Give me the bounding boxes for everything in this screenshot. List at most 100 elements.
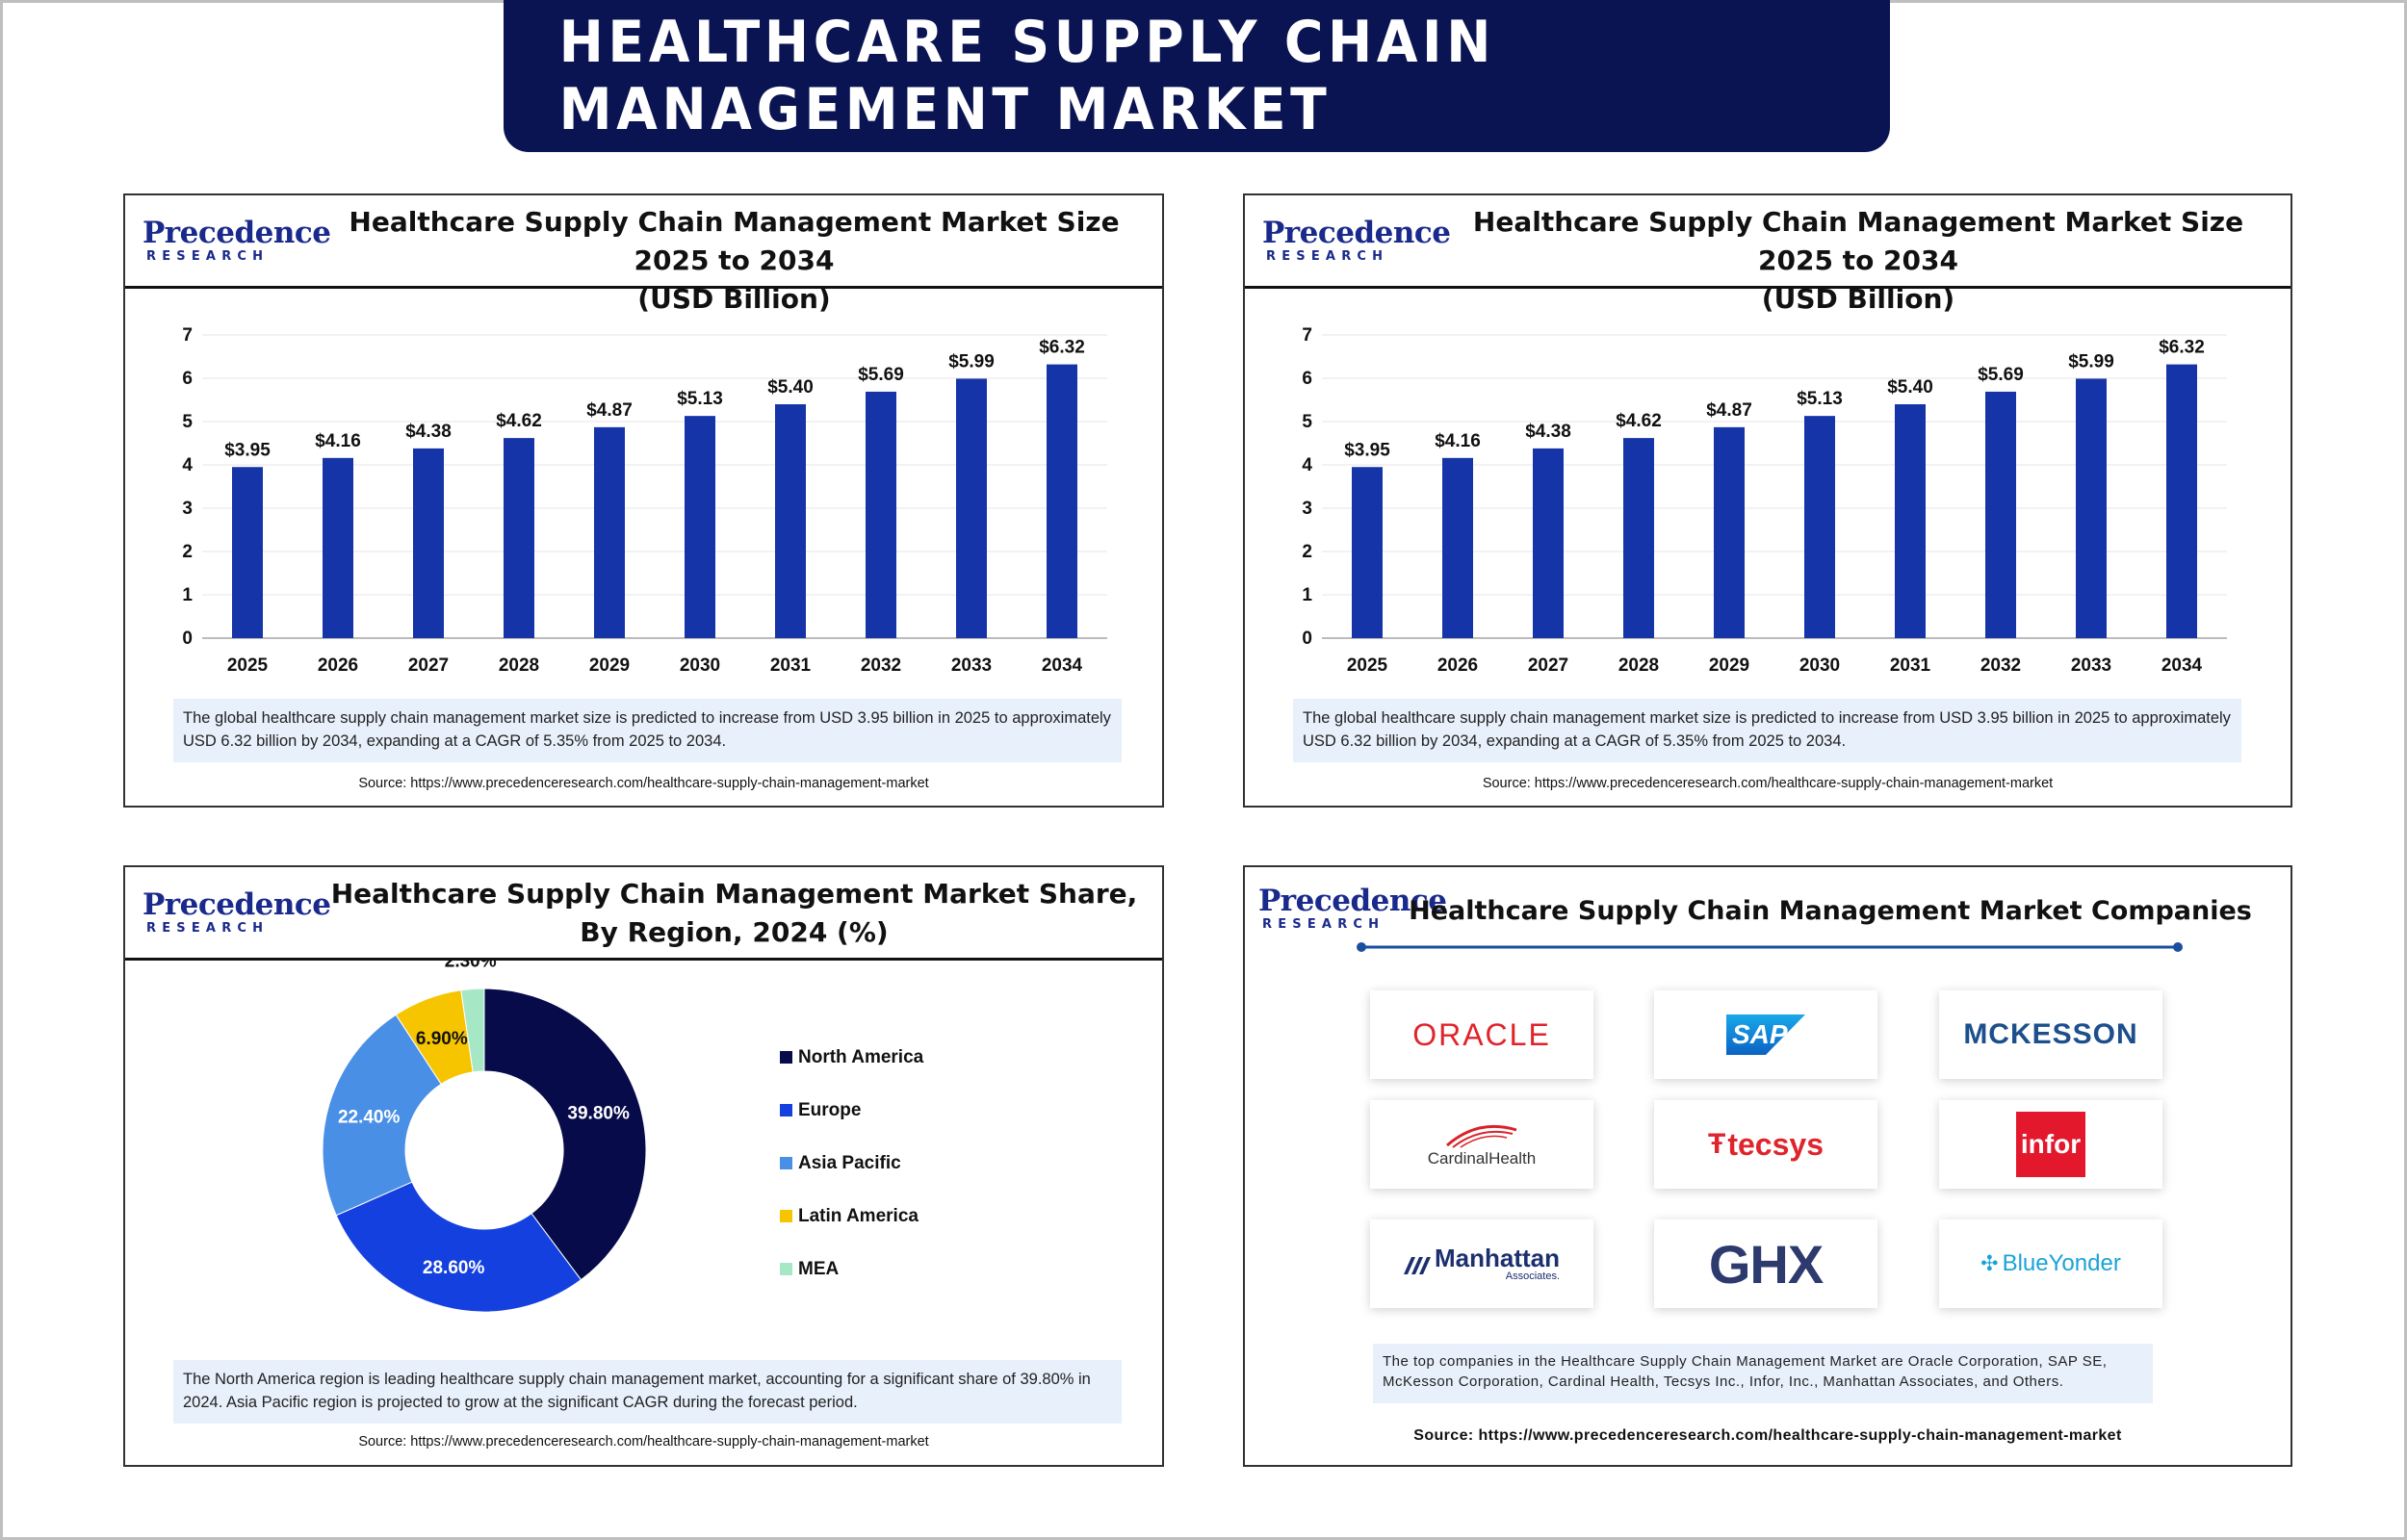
bar-chart-left: 0 1 2 3 4 5 6 7 $3.95 2025 $4.16 2026 $4.38 2027 $4.62… [182,325,1107,676]
legend-item: North America [780,1031,923,1084]
x-tick-label: 2025 [1347,655,1388,676]
legend-label: Europe [798,1099,862,1120]
sap-logo: SAP [1726,1014,1805,1055]
donut-legend: North America Europe Asia Pacific Latin Ame… [780,1031,923,1296]
y-tick-label: 3 [182,499,193,519]
x-tick-label: 2028 [499,655,539,676]
x-tick-label: 2032 [861,655,901,676]
source-citation: Source: https://www.precedenceresearch.c… [358,1434,929,1450]
legend-swatch [780,1263,792,1275]
logo-subtext: RESEARCH [1266,249,1389,264]
mckesson-logo-card: MCKESSON [1939,990,2162,1079]
title-banner: HEALTHCARE SUPPLY CHAIN MANAGEMENT MARKE… [504,0,1890,152]
bar-value-label: $5.13 [1797,389,1843,409]
bar-value-label: $5.99 [2068,351,2114,372]
donut-slice-mea [460,988,485,1073]
infor-logo-card: infor [1939,1100,2162,1189]
y-tick-label: 4 [1302,455,1312,475]
bar-2028 [504,438,534,638]
x-tick-label: 2031 [1890,655,1931,676]
bar-2032 [1985,391,2016,638]
bar-value-label: $4.62 [1616,411,1662,431]
precedence-research-logo: Precedence RESEARCH [142,216,331,274]
bar-value-label: $5.99 [948,351,995,372]
legend-label: Asia Pacific [798,1152,901,1173]
bar-value-label: $4.87 [1706,400,1752,421]
y-tick-label: 2 [1302,542,1312,562]
donut-value-label: 28.60% [423,1258,485,1278]
y-tick-label: 6 [1302,369,1312,389]
companies-title: Healthcare Supply Chain Management Marke… [1409,896,2252,926]
y-tick-label: 2 [182,542,193,562]
sap-logo-card: SAP [1654,990,1877,1079]
blue-yonder-logo: ✣ BlueYonder [1980,1250,2121,1276]
x-tick-label: 2027 [408,655,449,676]
y-tick-label: 7 [182,325,193,346]
x-tick-label: 2025 [227,655,269,676]
tecsys-logo-card: Ŧ tecsys [1654,1100,1877,1189]
bar-2026 [323,457,353,638]
title-underline [1357,942,2183,952]
bar-value-label: $4.62 [496,411,542,431]
donut-value-label: 6.90% [416,1029,468,1049]
x-tick-label: 2028 [1618,655,1659,676]
bar-value-label: $3.95 [1344,440,1390,460]
panel-title-line1: Healthcare Supply Chain Management Marke… [330,878,1138,910]
legend-item: Latin America [780,1190,923,1243]
tecsys-icon: Ŧ [1708,1128,1726,1160]
x-tick-label: 2033 [951,655,992,676]
x-tick-label: 2034 [1042,655,1083,676]
donut-slice-north-america [483,988,647,1281]
bar-2025 [1352,467,1383,638]
cardinal-health-logo: CardinalHealth [1428,1120,1536,1168]
logo-subtext: RESEARCH [146,921,270,936]
bar-value-label: $4.38 [405,422,452,442]
donut-slice-asia-pacific [322,1014,442,1217]
panel-title: Healthcare Supply Chain Management Marke… [318,203,1151,319]
legend-label: Latin America [798,1205,919,1226]
legend-swatch [780,1210,792,1222]
bar-2031 [775,404,806,638]
panel-header: Precedence RESEARCH Healthcare Supply Ch… [1245,195,2291,315]
y-tick-label: 5 [1302,412,1312,432]
cardinal-health-logo-card: CardinalHealth [1370,1100,1593,1189]
y-tick-label: 3 [1302,499,1312,519]
panel-title-line1: Healthcare Supply Chain Management Marke… [349,206,1120,276]
legend-item: Asia Pacific [780,1137,923,1190]
region-share-panel: Precedence RESEARCH Healthcare Supply Ch… [123,865,1164,1467]
market-size-panel-right: Precedence RESEARCH Healthcare Supply Ch… [1243,193,2292,808]
bar-value-label: $4.38 [1525,422,1571,442]
precedence-research-logo: Precedence RESEARCH [142,887,331,946]
panel-header: Precedence RESEARCH Healthcare Supply Ch… [125,195,1162,315]
panel-title-line1: Healthcare Supply Chain Management Marke… [1472,206,2244,276]
bar-value-label: $3.95 [224,440,271,460]
blue-yonder-logo-card: ✣ BlueYonder [1939,1219,2162,1308]
bar-2028 [1623,438,1654,638]
manhattan-logo: Manhattan Associates. [1404,1245,1560,1282]
x-tick-label: 2033 [2071,655,2111,676]
x-tick-label: 2029 [1709,655,1749,676]
bar-value-label: $5.69 [858,365,904,385]
logo-wordmark: Precedence [142,216,331,250]
bar-value-label: $5.13 [677,389,723,409]
panel-title: Healthcare Supply Chain Management Marke… [1437,203,2279,319]
bar-2034 [2166,364,2197,638]
companies-panel: Precedence RESEARCH Healthcare Supply Ch… [1243,865,2292,1467]
blue-yonder-icon: ✣ [1980,1251,1999,1275]
y-tick-label: 6 [182,369,193,389]
y-tick-label: 1 [1302,585,1312,605]
panel-title-line2: (USD Billion) [637,283,831,315]
x-tick-label: 2030 [1799,655,1840,676]
infor-logo: infor [2016,1112,2085,1177]
logo-subtext: RESEARCH [1262,917,1385,932]
x-tick-label: 2026 [1437,655,1478,676]
precedence-research-logo: Precedence RESEARCH [1262,217,1451,274]
bar-value-label: $6.32 [2159,338,2205,358]
logo-wordmark: Precedence [142,887,331,922]
donut-value-label: 22.40% [338,1107,401,1127]
bar-2032 [866,391,896,638]
legend-item: Europe [780,1084,923,1137]
y-tick-label: 7 [1302,325,1312,346]
bar-value-label: $4.16 [315,431,361,451]
bar-chart-right: 0 1 2 3 4 5 6 7 $3.95 2025 $4.16 2026 $4.38 2027 $4.62… [1302,325,2227,676]
